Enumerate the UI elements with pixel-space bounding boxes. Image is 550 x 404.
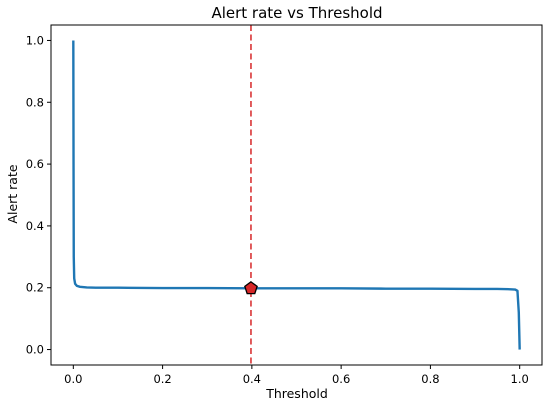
- axes: 0.0 0.2 0.4 0.6 0.8 1.0 0.0 0.2 0.4 0.6 0.8 1.0: [26, 24, 543, 386]
- x-tick-label: 0.0: [64, 372, 82, 386]
- plot-frame: [50, 24, 543, 366]
- y-tick-label: 0.4: [26, 219, 44, 233]
- y-tick-label: 0.8: [26, 95, 44, 109]
- y-tick-label: 0.0: [26, 343, 44, 357]
- x-tick-label: 0.2: [153, 372, 171, 386]
- x-tick-label: 0.6: [332, 372, 350, 386]
- series-line-0: [72, 40, 521, 350]
- chart-title: Alert rate vs Threshold: [211, 4, 382, 22]
- x-axis-label: Threshold: [265, 386, 328, 401]
- threshold-marker: [244, 281, 258, 295]
- x-tick-label: 1.0: [511, 372, 529, 386]
- plot-area: [72, 25, 521, 365]
- y-tick-label: 1.0: [26, 33, 44, 47]
- x-tick-label: 0.4: [243, 372, 261, 386]
- x-tick-label: 0.8: [421, 372, 439, 386]
- y-tick-label: 0.2: [26, 281, 44, 295]
- y-axis-label: Alert rate: [5, 164, 20, 223]
- y-tick-label: 0.6: [26, 157, 44, 171]
